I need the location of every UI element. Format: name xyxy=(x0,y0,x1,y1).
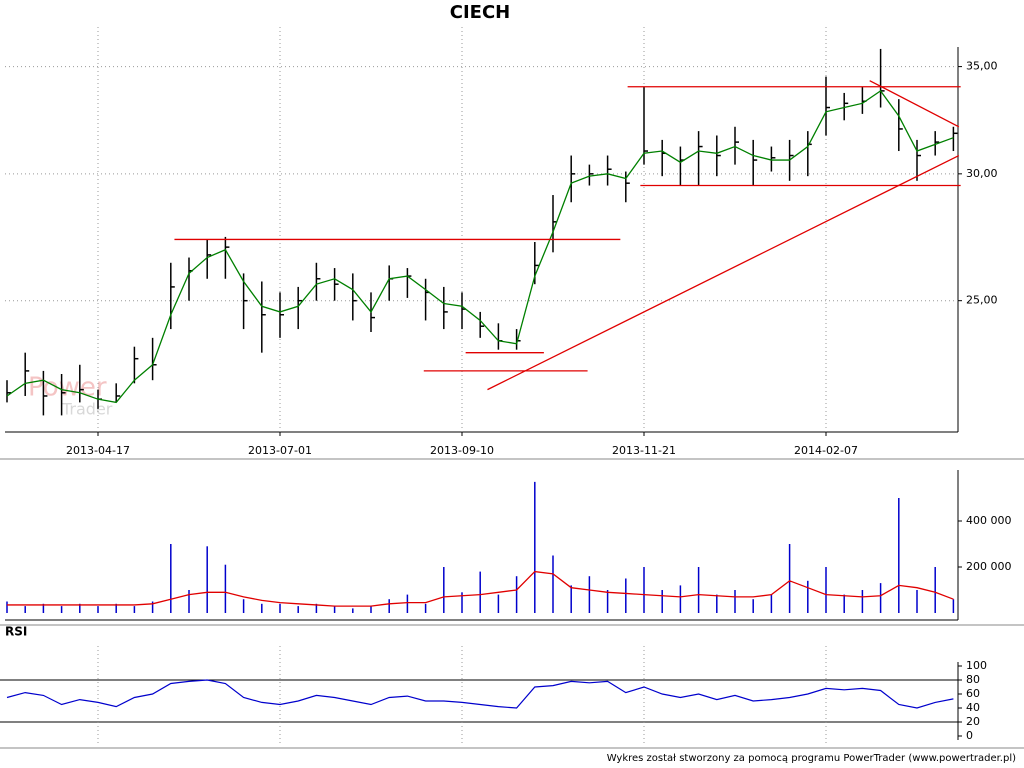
y-tick-label: 400 000 xyxy=(966,514,1012,527)
y-tick-label: 80 xyxy=(966,673,980,686)
x-tick-label: 2014-02-07 xyxy=(794,444,858,457)
y-tick-label: 30,00 xyxy=(966,167,998,180)
panel-title: RSI xyxy=(5,625,27,639)
y-tick-label: 100 xyxy=(966,659,987,672)
y-tick-label: 20 xyxy=(966,715,980,728)
x-tick-label: 2013-09-10 xyxy=(430,444,494,457)
y-tick-label: 25,00 xyxy=(966,294,998,307)
volume-average xyxy=(7,570,954,607)
y-tick-label: 35,00 xyxy=(966,60,998,73)
trendline xyxy=(487,154,960,391)
x-tick-label: 2013-11-21 xyxy=(612,444,676,457)
y-tick-label: 40 xyxy=(966,701,980,714)
x-tick-label: 2013-07-01 xyxy=(248,444,312,457)
y-tick-label: 60 xyxy=(966,687,980,700)
moving-average xyxy=(6,89,954,404)
trendline xyxy=(869,80,960,128)
footer: Wykres został stworzony za pomocą progra… xyxy=(607,753,1016,764)
watermark: Trader xyxy=(61,400,113,419)
x-tick-label: 2013-04-17 xyxy=(66,444,130,457)
y-tick-label: 200 000 xyxy=(966,560,1012,573)
rsi-line xyxy=(6,679,954,709)
y-tick-label: 0 xyxy=(966,729,973,742)
chart-title: CIECH xyxy=(450,2,510,23)
